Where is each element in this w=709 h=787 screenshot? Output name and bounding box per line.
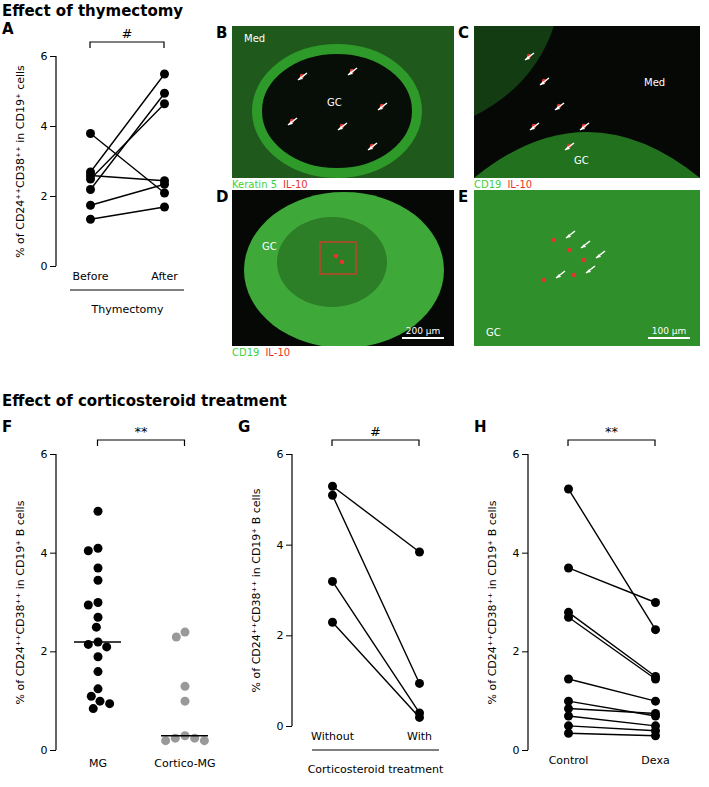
svg-text:6: 6 [41,448,48,461]
svg-text:Med: Med [244,33,265,44]
html-text:A: A [2,20,14,38]
svg-text:% of CD24⁺⁺CD38⁺⁺ in CD19⁺ cel: % of CD24⁺⁺CD38⁺⁺ in CD19⁺ cells [14,65,27,258]
svg-text:2: 2 [41,645,48,658]
html-text:IL-10: IL-10 [507,179,533,190]
svg-text:Thymectomy: Thymectomy [91,303,164,316]
svg-text:6: 6 [513,448,520,461]
svg-text:6: 6 [277,448,284,461]
svg-text:Corticosteroid treatment: Corticosteroid treatment [308,763,444,776]
svg-text:GC: GC [574,155,589,166]
html-text:Effect of corticosteroid treat: Effect of corticosteroid treatment [2,392,287,410]
html-text:B: B [216,24,228,42]
svg-text:4: 4 [513,547,520,560]
svg-text:% of CD24⁺⁺CD38⁺⁺ in CD19⁺ B c: % of CD24⁺⁺CD38⁺⁺ in CD19⁺ B cells [486,500,499,704]
svg-text:0: 0 [41,260,48,273]
svg-text:2: 2 [277,629,284,642]
html-text:CD19: CD19 [474,179,502,190]
html-text:E: E [458,188,469,206]
svg-text:Cortico-MG: Cortico-MG [154,757,215,770]
svg-text:2: 2 [513,645,520,658]
svg-text:With: With [407,730,432,743]
svg-text:After: After [151,270,178,283]
html-text:F: F [2,418,13,436]
svg-text:100 µm: 100 µm [652,326,687,336]
svg-text:#: # [122,26,133,41]
svg-text:0: 0 [277,720,284,733]
svg-text:Without: Without [311,730,355,743]
html-text:Effect of thymectomy: Effect of thymectomy [2,2,184,20]
svg-text:4: 4 [277,539,284,552]
svg-text:Control: Control [549,754,589,767]
svg-text:#: # [370,424,381,439]
svg-text:GC: GC [486,327,501,338]
svg-text:**: ** [605,424,619,439]
html-text:H: H [474,418,487,436]
svg-text:4: 4 [41,547,48,560]
svg-text:Dexa: Dexa [641,754,669,767]
svg-text:6: 6 [41,50,48,63]
html-text:IL-10: IL-10 [283,179,308,190]
svg-text:**: ** [135,424,149,439]
svg-text:MG: MG [89,757,107,770]
svg-text:% of CD24⁺⁺CD38⁺⁺ in CD19⁺ B c: % of CD24⁺⁺CD38⁺⁺ in CD19⁺ B cells [250,488,263,692]
html-text:CD19: CD19 [232,347,260,358]
svg-text:0: 0 [41,744,48,757]
html-text:Keratin 5: Keratin 5 [232,179,277,190]
svg-text:4: 4 [41,120,48,133]
svg-text:0: 0 [513,744,520,757]
html-text:C: C [458,24,469,42]
svg-text:2: 2 [41,190,48,203]
svg-text:Med: Med [644,77,665,88]
svg-text:Before: Before [73,270,109,283]
html-text:IL-10: IL-10 [265,347,291,358]
svg-text:GC: GC [327,97,342,108]
html-text:G: G [238,418,251,436]
svg-text:GC: GC [262,241,277,252]
svg-text:% of CD24⁺⁺CD38⁺⁺ in CD19⁺ B c: % of CD24⁺⁺CD38⁺⁺ in CD19⁺ B cells [14,500,27,704]
svg-text:200 µm: 200 µm [406,326,441,336]
html-text:D: D [216,188,229,206]
